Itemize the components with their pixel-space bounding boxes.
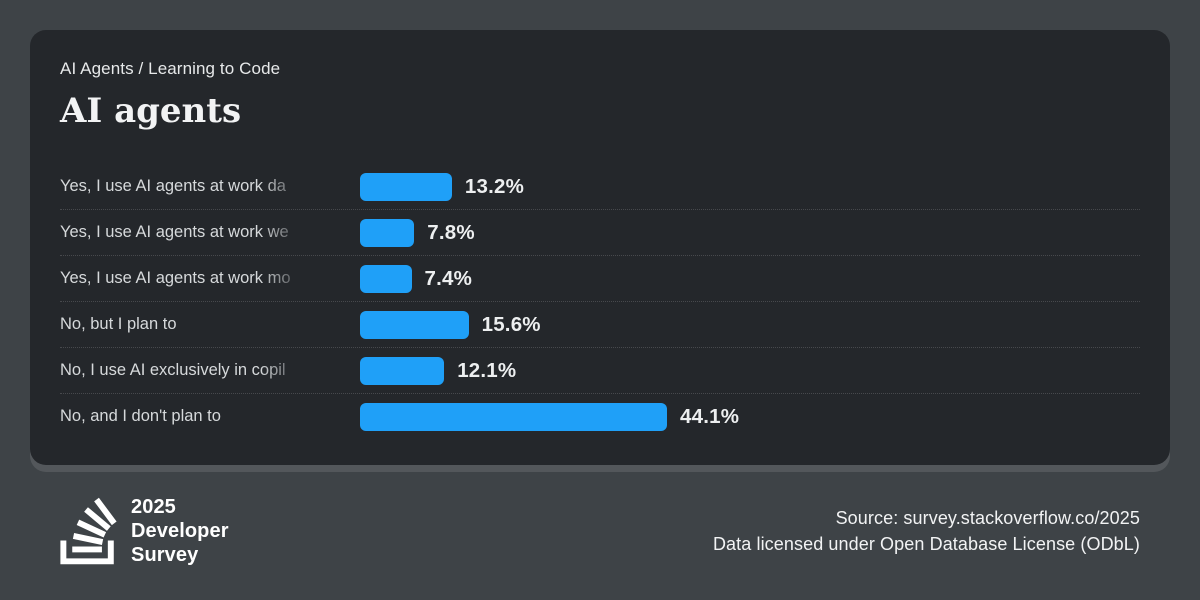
bar-track: 12.1% [360,356,1140,385]
bar [360,218,415,247]
bar-value-label: 7.4% [424,266,473,290]
category-label: No, but I plan to [60,315,177,333]
bar [360,310,469,339]
bar-value-label: 44.1% [680,404,740,428]
bar-track: 7.8% [360,218,1140,247]
chart-row: No, and I don't plan to 44.1% [60,393,1140,439]
page-title: AI agents [60,91,242,131]
category-label: Yes, I use AI agents at work mo [60,269,291,287]
survey-brand-text: 2025 Developer Survey [131,495,229,567]
bar [360,172,452,201]
survey-brand: 2025 Developer Survey [60,492,229,570]
source-block: Source: survey.stackoverflow.co/2025 Dat… [713,505,1140,557]
bar-chart: Yes, I use AI agents at work da 13.2% Ye… [60,164,1140,439]
license-line: Data licensed under Open Database Licens… [712,534,1140,554]
survey-year: 2025 [131,496,176,518]
bar-track: 44.1% [360,402,1140,431]
category-label: No, I use AI exclusively in copil [60,361,286,379]
bar-value-label: 15.6% [481,312,541,336]
chart-row: Yes, I use AI agents at work da 13.2% [60,164,1140,209]
chart-row: Yes, I use AI agents at work we 7.8% [60,209,1140,255]
bar [360,402,667,431]
stackoverflow-logo-icon [60,497,117,565]
category-label: Yes, I use AI agents at work da [60,177,286,195]
bar-value-label: 12.1% [457,358,517,382]
source-line: Source: survey.stackoverflow.co/2025 [835,508,1140,528]
bar-value-label: 13.2% [464,174,525,198]
bar-value-label: 7.8% [427,220,475,244]
category-label: Yes, I use AI agents at work we [60,223,289,241]
breadcrumb: AI Agents / Learning to Code [60,59,281,78]
survey-word-survey: Survey [131,544,199,566]
bar [360,264,412,293]
chart-card: AI Agents / Learning to Code AI agents Y… [30,30,1170,465]
chart-row: No, but I plan to 15.6% [60,301,1140,347]
survey-word-developer: Developer [131,520,229,542]
chart-row: No, I use AI exclusively in copil 12.1% [60,347,1140,393]
category-label: No, and I don't plan to [60,407,221,425]
footer: 2025 Developer Survey Source: survey.sta… [60,489,1140,573]
chart-row: Yes, I use AI agents at work mo 7.4% [60,255,1140,301]
bar-track: 7.4% [360,264,1140,293]
bar-track: 13.2% [360,172,1140,201]
bar [360,356,445,385]
bar-track: 15.6% [360,310,1140,339]
